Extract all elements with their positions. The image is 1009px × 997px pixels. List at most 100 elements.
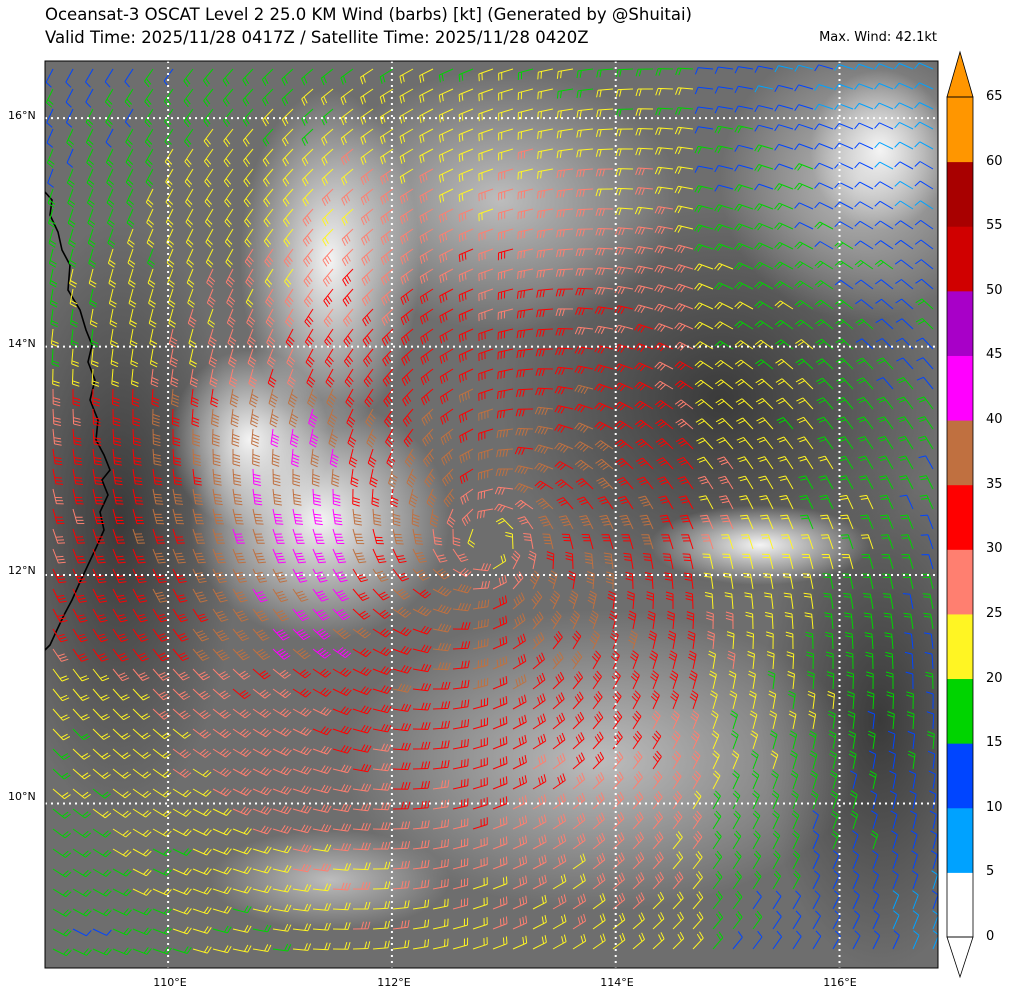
wind-barb (614, 266, 634, 275)
wind-barb (225, 268, 235, 288)
wind-barb (800, 514, 814, 530)
wind-barb (914, 180, 934, 190)
wind-barb (352, 783, 372, 792)
wind-barb (738, 475, 754, 490)
wind-barb (779, 495, 794, 510)
wind-barb (595, 247, 614, 256)
wind-barb (361, 248, 374, 266)
wind-barb (532, 693, 546, 710)
wind-barb (874, 63, 894, 70)
wind-barb (252, 508, 264, 525)
wind-barb (252, 944, 272, 952)
wind-barb (532, 652, 545, 670)
wind-barb (792, 830, 800, 850)
wind-barb (452, 758, 469, 770)
wind-barb (512, 935, 528, 950)
wind-barb (537, 68, 554, 80)
wind-barb (152, 488, 164, 505)
wind-barb (694, 360, 714, 370)
wind-barb (284, 268, 294, 288)
wind-barb (252, 766, 272, 776)
wind-barb (232, 728, 252, 738)
wind-barb (690, 710, 700, 730)
wind-barb (635, 438, 654, 450)
wind-barb (674, 225, 694, 233)
wind-barb (362, 308, 374, 327)
wind-barb (72, 768, 91, 780)
wind-barb (918, 455, 934, 470)
wind-barb (752, 790, 760, 810)
wind-barb (896, 357, 914, 370)
wind-barb (92, 928, 112, 936)
wind-barb (472, 917, 488, 930)
wind-barb (112, 428, 122, 447)
wind-barb (635, 147, 654, 156)
wind-barb (556, 68, 574, 79)
wind-barb (380, 208, 394, 225)
wind-barb (352, 648, 372, 658)
wind-barb (897, 435, 914, 450)
wind-barb (795, 339, 814, 350)
wind-barb (72, 688, 90, 701)
wind-barb (132, 947, 152, 955)
wind-barb (880, 514, 894, 530)
wind-barb (734, 184, 754, 192)
wind-barb (832, 870, 840, 890)
wind-barb (497, 368, 514, 380)
wind-barb (752, 830, 761, 850)
wind-barb (352, 842, 371, 851)
wind-barb (232, 528, 245, 544)
wind-barb (730, 710, 738, 730)
wind-barb (192, 808, 212, 817)
wind-barb (714, 321, 734, 330)
wind-barb (623, 552, 634, 570)
wind-barb (804, 612, 814, 630)
wind-barb (381, 328, 394, 347)
wind-barb (652, 770, 663, 790)
wind-barb (512, 835, 528, 850)
wind-barb (252, 528, 265, 544)
wind-barb (112, 768, 131, 779)
wind-barb (228, 348, 237, 368)
wind-barb (734, 203, 754, 212)
wind-barb (732, 890, 743, 910)
wind-barb (292, 923, 312, 932)
wind-barb (654, 323, 674, 333)
wind-barb (252, 904, 272, 913)
wind-barb (252, 728, 272, 738)
wind-barb (807, 690, 816, 710)
wind-barb (458, 208, 474, 223)
wind-barb (692, 790, 702, 810)
wind-barb (292, 628, 311, 641)
wind-barb (68, 248, 77, 268)
wind-barb (347, 428, 357, 448)
wind-barb (212, 945, 232, 954)
wind-barb (272, 628, 290, 641)
wind-barb (612, 852, 625, 870)
wind-barb (272, 708, 292, 718)
wind-barb (472, 877, 488, 890)
wind-barb (212, 886, 232, 895)
wind-barb (840, 534, 854, 550)
wind-barb (714, 184, 734, 192)
wind-barb (380, 148, 394, 165)
wind-barb (107, 228, 116, 248)
wind-barb (292, 588, 309, 602)
wind-barb (874, 181, 894, 190)
wind-barb (894, 62, 914, 70)
wind-barb (537, 128, 554, 140)
wind-barb (48, 228, 57, 248)
wind-barb (712, 770, 721, 790)
wind-barb (329, 448, 339, 468)
wind-barb (694, 67, 714, 75)
wind-barb (88, 268, 97, 288)
wind-barb (712, 931, 724, 950)
wind-barb (442, 468, 454, 487)
wind-barb (652, 912, 665, 930)
wind-barb (914, 121, 934, 130)
wind-barb (829, 750, 837, 770)
wind-barb (171, 388, 180, 408)
wind-barb (903, 612, 914, 630)
wind-barb (517, 68, 534, 81)
wind-barb (852, 850, 860, 870)
